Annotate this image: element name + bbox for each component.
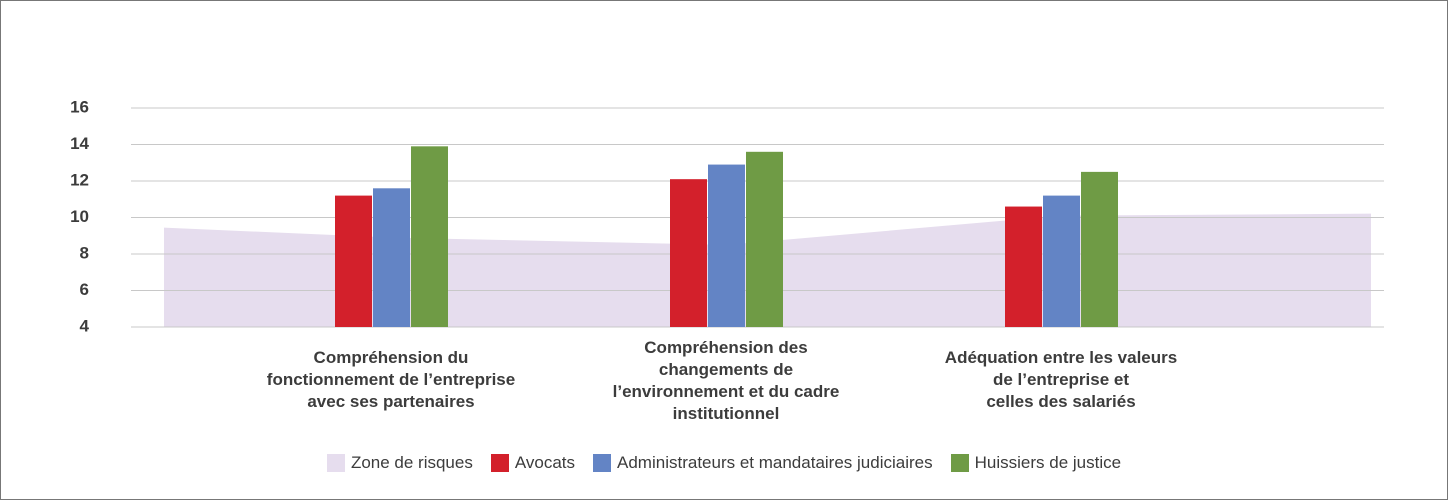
legend-label: Avocats [514,453,576,472]
y-tick-label: 12 [70,170,89,189]
bar [335,195,372,327]
legend-swatch [326,454,345,472]
bar [746,151,783,327]
y-tick-label: 6 [80,280,89,299]
y-tick-label: 8 [80,243,89,262]
bar [708,164,745,327]
bar [1081,171,1118,327]
bar [373,188,410,327]
legend-item: Huissiers de justice [950,453,1122,473]
legend-item: Avocats [490,453,576,473]
bar [670,179,707,327]
bar [1043,195,1080,327]
legend-swatch [593,454,612,472]
x-tick-label: Compréhension du fonctionnement de l’ent… [266,348,516,411]
x-tick-label: Compréhension des changements de l’envir… [612,338,840,423]
bar [411,146,448,327]
legend-item: Administrateurs et mandataires judiciair… [593,453,933,473]
y-tick-label: 14 [70,134,89,153]
y-tick-label: 10 [70,207,89,226]
y-tick-label: 4 [80,316,90,335]
y-tick-label: 16 [70,97,89,116]
legend-label: Administrateurs et mandataires judiciair… [617,453,933,472]
legend-item: Zone de risques [326,453,473,473]
legend-swatch [950,454,969,472]
area-extension [1061,213,1371,327]
x-tick-label: Adéquation entre les valeurs de l’entrep… [944,348,1178,411]
bar [1005,206,1042,327]
legend: Zone de risques Avocats Administrateurs et… [1,453,1447,473]
legend-swatch [490,454,509,472]
legend-label: Huissiers de justice [974,453,1122,472]
area-extension [164,227,391,327]
legend-label: Zone de risques [350,453,473,472]
